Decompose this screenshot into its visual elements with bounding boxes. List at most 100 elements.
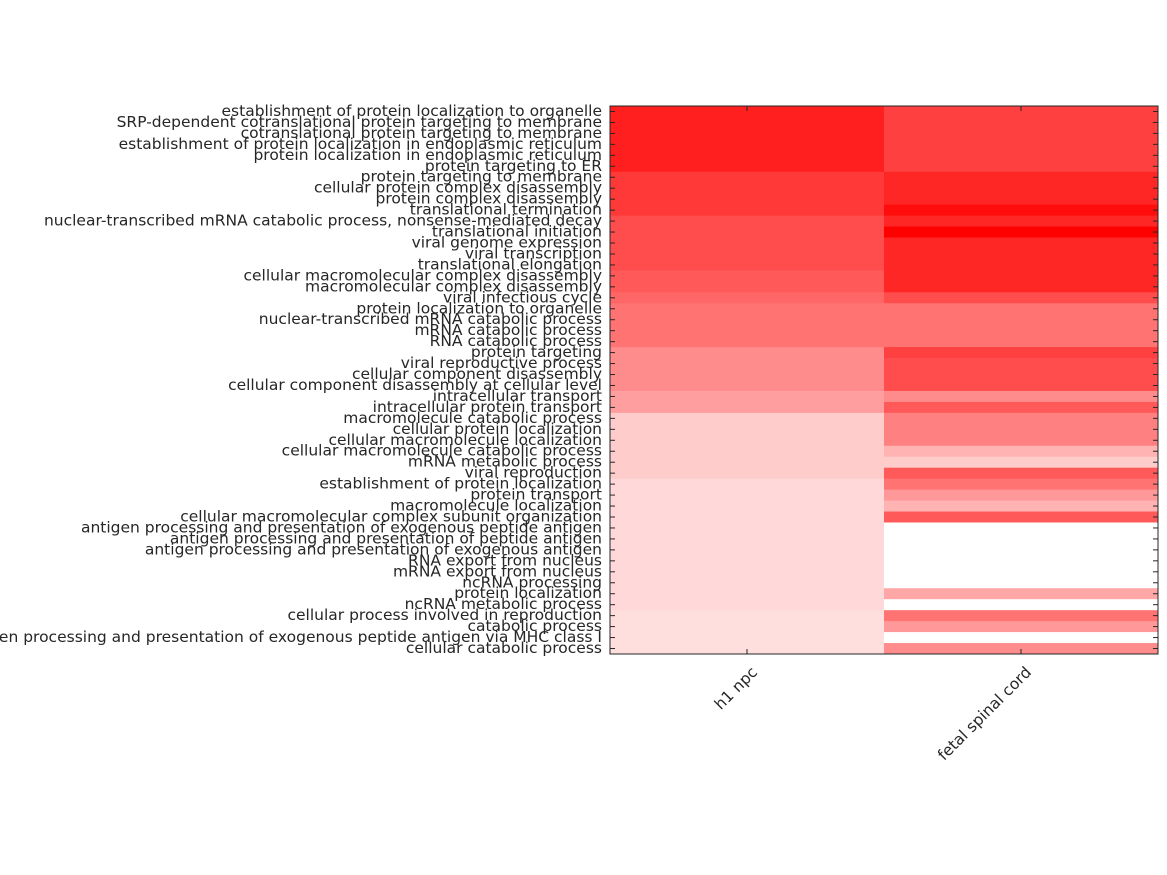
heatmap-cell (610, 281, 885, 293)
y-tick-label: cellular macromolecule localization (328, 431, 602, 449)
heatmap-cell (610, 522, 885, 534)
y-tick-label: cellular macromolecule catabolic process (282, 442, 602, 460)
heatmap-cell (610, 138, 885, 151)
y-tick-label: antigen processing and presentation of p… (170, 529, 602, 547)
heatmap-cell (610, 599, 885, 611)
heatmap-cell (610, 445, 885, 458)
y-tick-label: protein complex disassembly (376, 190, 602, 208)
heatmap-cell (610, 204, 885, 217)
heatmap-cell (884, 588, 1159, 600)
heatmap-cell (884, 314, 1159, 326)
y-tick-label: intracellular transport (433, 387, 602, 405)
heatmap-cell (884, 193, 1159, 206)
heatmap-cell (884, 160, 1159, 173)
y-tick-label: ncRNA metabolic process (405, 595, 602, 613)
heatmap-cell (884, 610, 1159, 622)
heatmap-cell (884, 325, 1159, 337)
heatmap-cell (610, 347, 885, 359)
heatmap-cell (884, 423, 1159, 436)
y-tick-label: viral transcription (465, 244, 602, 262)
y-tick-label: catabolic process (467, 617, 602, 635)
y-tick-label: cellular component disassembly at cellul… (228, 376, 602, 394)
heatmap-cell (610, 533, 885, 545)
heatmap-cell (610, 358, 885, 370)
heatmap-cell (884, 456, 1159, 469)
heatmap-cell (884, 489, 1159, 502)
heatmap-cell (610, 193, 885, 206)
heatmap-cell (610, 369, 885, 381)
heatmap-cell (610, 106, 885, 118)
y-tick-label: cellular catabolic process (406, 639, 602, 657)
y-tick-label: antigen processing and presentation of e… (0, 628, 602, 646)
heatmap-cell (610, 566, 885, 578)
heatmap-cell (884, 248, 1159, 260)
heatmap-cell (884, 292, 1159, 304)
heatmap-cell (610, 160, 885, 173)
heatmap-cell (610, 434, 885, 447)
y-tick-label: viral reproduction (465, 464, 602, 482)
y-tick-label: macromolecule catabolic process (343, 409, 602, 427)
y-tick-label: establishment of protein localization in… (119, 135, 602, 153)
heatmap-cell (884, 380, 1159, 392)
heatmap-cell (610, 632, 885, 644)
heatmap-cell (884, 171, 1159, 184)
heatmap-cell (884, 390, 1159, 403)
y-tick-label: nuclear-transcribed mRNA catabolic proce… (259, 310, 602, 328)
heatmap-cell (610, 270, 885, 282)
y-tick-label: mRNA export from nucleus (393, 562, 602, 580)
heatmap-cell (884, 138, 1159, 151)
heatmap-cell (884, 478, 1159, 491)
heatmap-cell (884, 149, 1159, 162)
heatmap-cell (610, 248, 885, 260)
heatmap-cell (610, 314, 885, 326)
heatmap-cell (884, 215, 1159, 228)
heatmap-cell (610, 500, 885, 513)
heatmap-cell (884, 555, 1159, 567)
heatmap-cell (610, 555, 885, 567)
heatmap-cell (884, 621, 1159, 633)
y-tick-label: nuclear-transcribed mRNA catabolic proce… (44, 212, 602, 230)
y-tick-label: cellular protein localization (393, 420, 602, 438)
heatmap-cell (884, 500, 1159, 513)
y-tick-label: ncRNA processing (462, 573, 602, 591)
heatmap-cell (884, 522, 1159, 534)
heatmap-cell (884, 599, 1159, 611)
heatmap-cell (884, 116, 1159, 129)
heatmap-cell (884, 226, 1159, 239)
y-tick-label: cellular protein complex disassembly (314, 179, 602, 197)
y-tick-label: mRNA catabolic process (414, 321, 602, 339)
y-tick-label: macromolecular complex disassembly (305, 277, 602, 295)
y-tick-label: cotranslational protein targeting to mem… (241, 124, 602, 142)
heatmap-cell (610, 588, 885, 600)
heatmap-cell (610, 390, 885, 403)
y-tick-label: translational initiation (432, 223, 602, 241)
heatmap-cell (884, 445, 1159, 458)
heatmap-cell (884, 347, 1159, 359)
heatmap-cell (884, 106, 1159, 118)
y-tick-label: viral reproductive process (401, 354, 602, 372)
y-tick-label: protein targeting to membrane (361, 168, 602, 186)
y-tick-label: mRNA metabolic process (408, 453, 602, 471)
plot-frame (609, 105, 1159, 655)
heatmap-cell (884, 336, 1159, 348)
heatmap-cell (610, 511, 885, 523)
y-tick-label: RNA catabolic process (430, 332, 602, 350)
heatmap-cell (610, 303, 885, 315)
heatmap-cell (610, 226, 885, 239)
heatmap-cell (610, 149, 885, 162)
heatmap-cell (884, 632, 1159, 644)
heatmap-cell (610, 237, 885, 249)
heatmap-cell (610, 643, 885, 655)
heatmap-cell (610, 215, 885, 228)
heatmap-cell (610, 423, 885, 436)
heatmap-cell (610, 336, 885, 348)
heatmap-cell (610, 467, 885, 480)
x-tick-label: fetal spinal cord (934, 663, 1035, 764)
heatmap-cell (610, 171, 885, 184)
heatmap-cell (610, 380, 885, 392)
y-tick-label: antigen processing and presentation of e… (81, 518, 602, 536)
heatmap-cell (884, 259, 1159, 271)
y-tick-label: RNA export from nucleus (408, 551, 602, 569)
y-tick-label: antigen processing and presentation of e… (145, 540, 602, 558)
